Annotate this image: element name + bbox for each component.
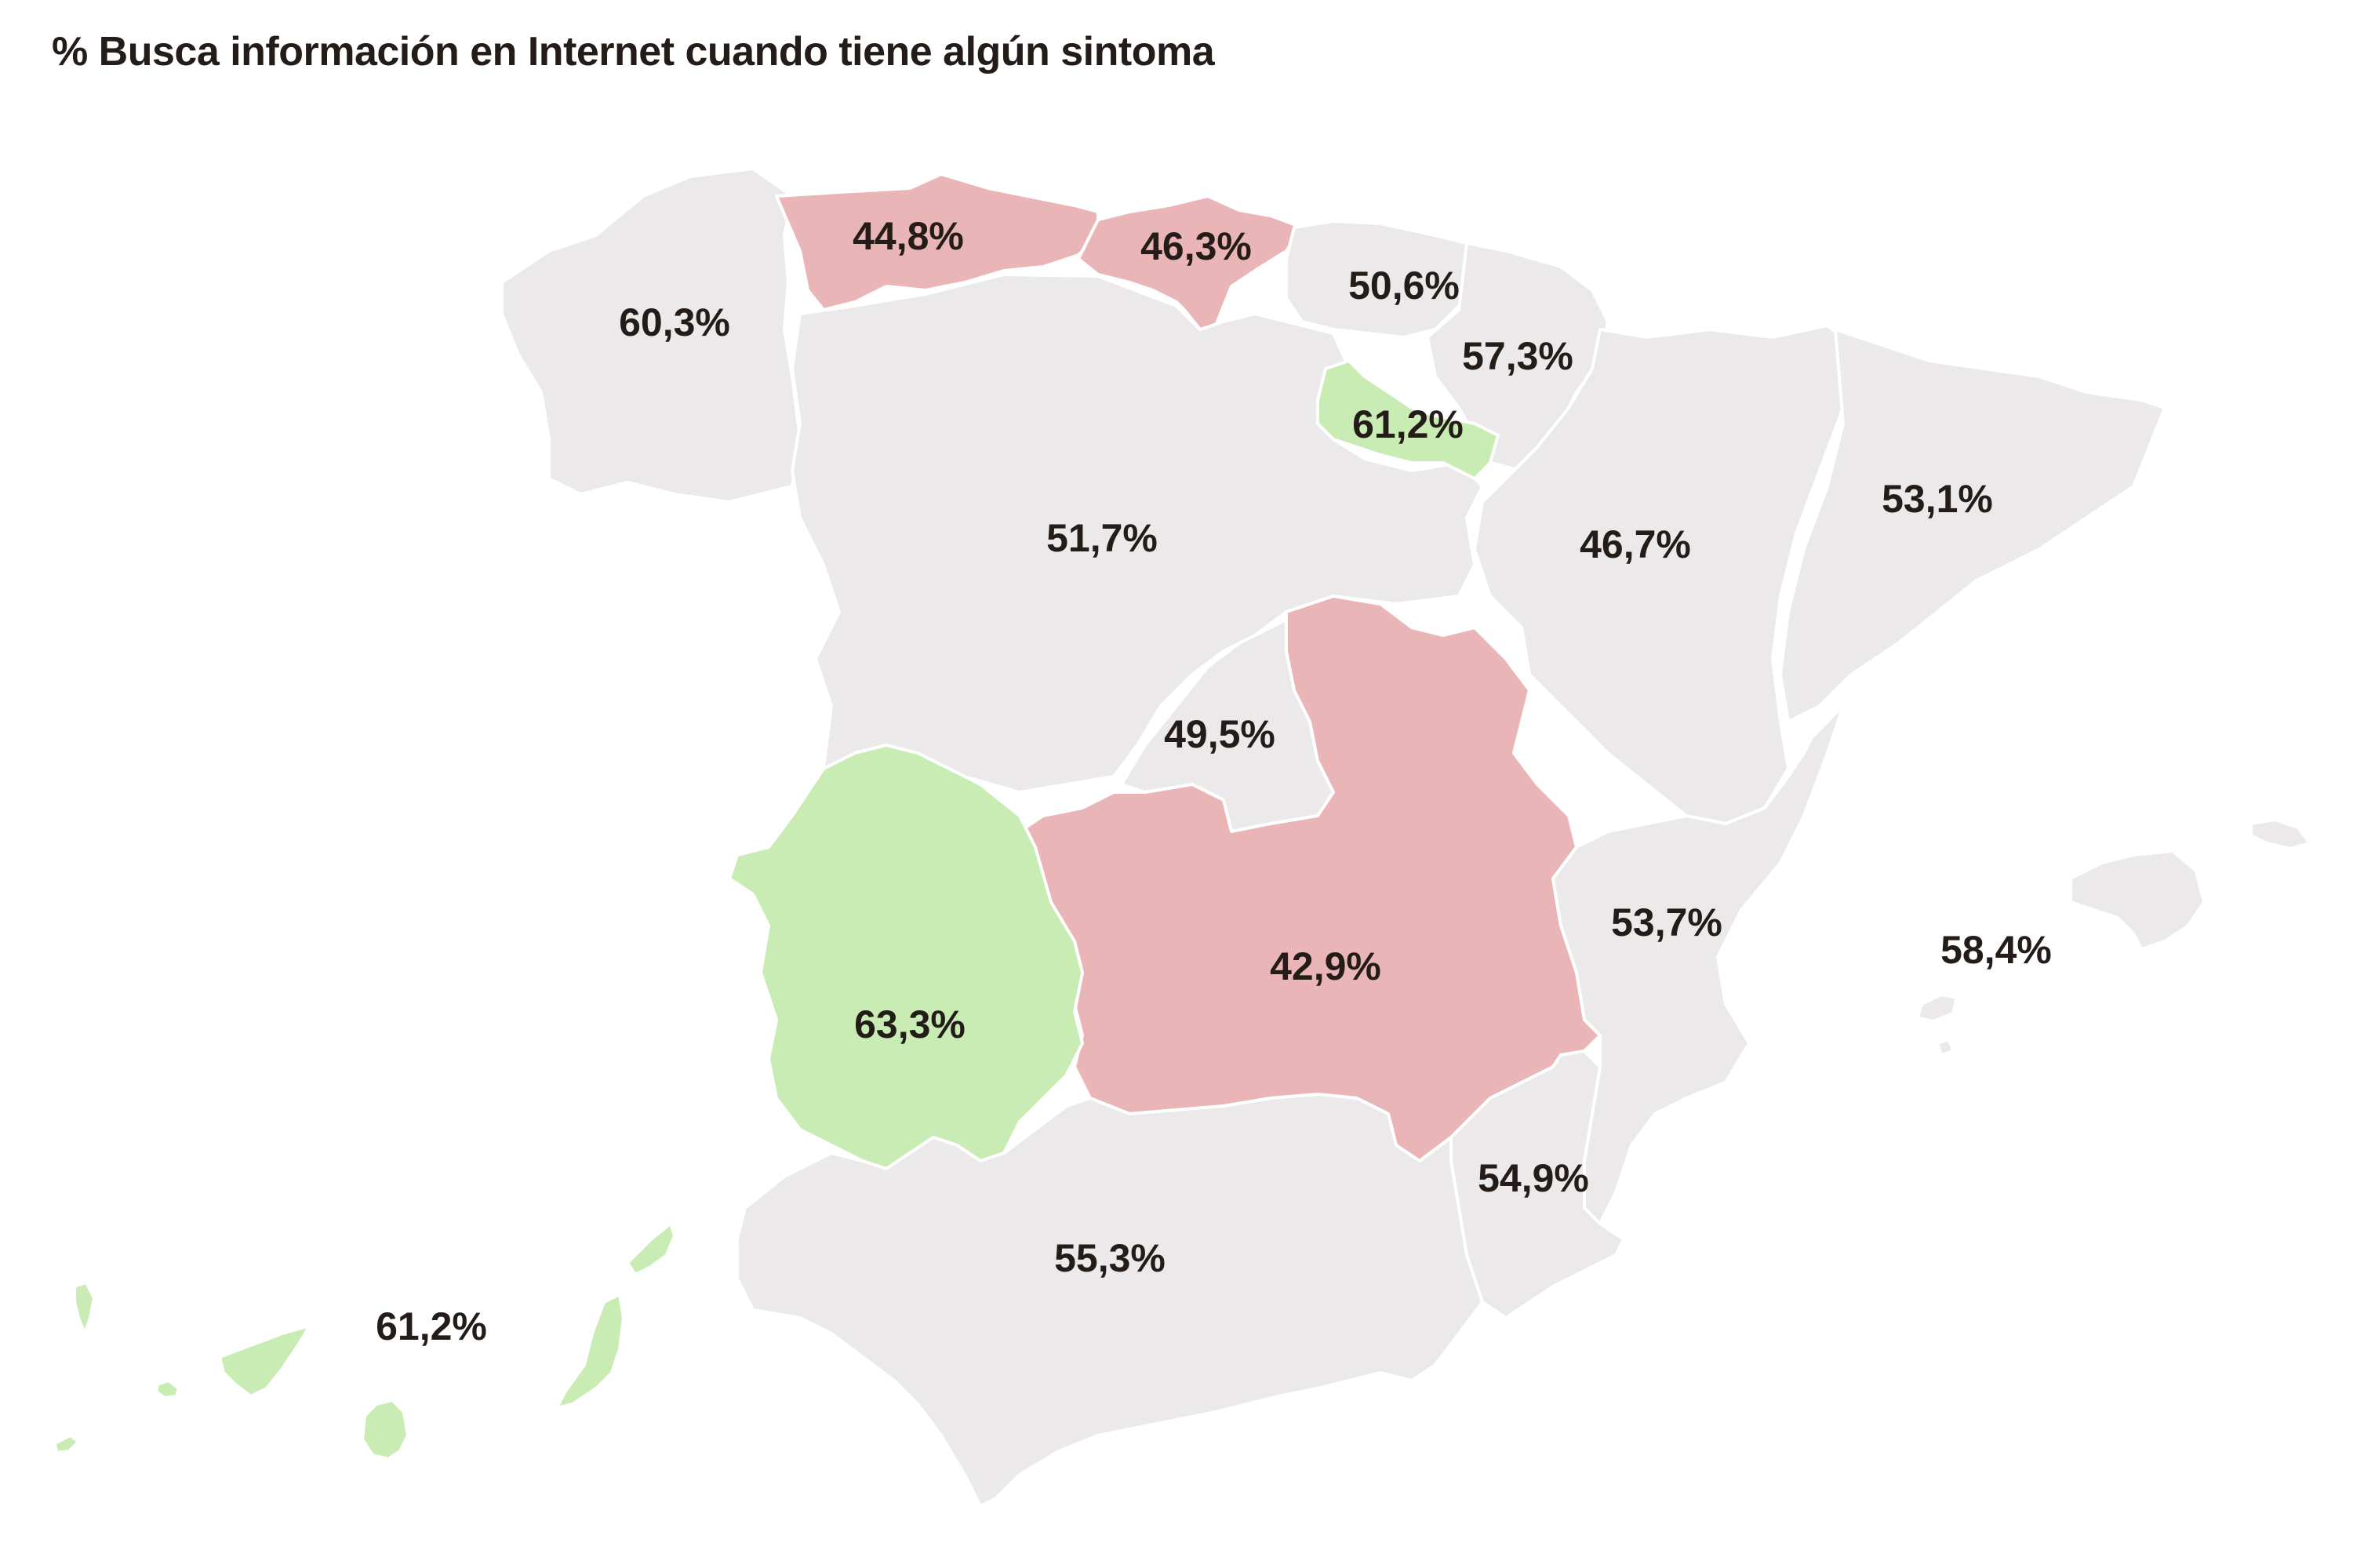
label-cantabria: 46,3% — [1140, 224, 1252, 268]
label-pais-vasco: 50,6% — [1348, 264, 1460, 307]
map-title: % Busca información en Internet cuando t… — [52, 29, 1215, 75]
label-galicia: 60,3% — [619, 300, 730, 344]
label-murcia: 54,9% — [1478, 1156, 1589, 1200]
label-aragon: 46,7% — [1580, 522, 1691, 566]
label-asturias: 44,8% — [853, 214, 964, 258]
label-extremadura: 63,3% — [854, 1002, 966, 1046]
region-canarias-el-hierro[interactable] — [53, 1434, 80, 1454]
region-canarias-la-gomera[interactable] — [155, 1379, 180, 1399]
region-canarias-lanzarote[interactable] — [626, 1222, 676, 1276]
region-baleares-menorca[interactable] — [2249, 818, 2311, 850]
region-comunidad-valenciana[interactable] — [1551, 704, 1845, 1225]
label-baleares: 58,4% — [1940, 928, 2052, 972]
label-canarias: 61,2% — [376, 1304, 487, 1348]
region-cataluna[interactable] — [1779, 328, 2166, 723]
region-canarias-gran-canaria[interactable] — [361, 1399, 409, 1461]
region-baleares-formentera[interactable] — [1936, 1038, 1955, 1057]
region-extremadura[interactable] — [728, 744, 1084, 1170]
region-canarias-la-palma[interactable] — [73, 1281, 96, 1335]
region-la-rioja[interactable] — [1316, 359, 1500, 480]
label-navarra: 57,3% — [1462, 334, 1573, 378]
label-madrid: 49,5% — [1164, 712, 1275, 756]
region-cantabria[interactable] — [1077, 195, 1304, 331]
region-andalucia[interactable] — [736, 1093, 1484, 1508]
label-andalucia: 55,3% — [1054, 1236, 1166, 1280]
region-baleares-mallorca[interactable] — [2069, 849, 2206, 951]
region-canarias-fuerteventura[interactable] — [555, 1293, 625, 1410]
label-castilla-la-mancha: 42,9% — [1270, 944, 1381, 988]
label-castilla-y-leon: 51,7% — [1046, 516, 1158, 560]
region-canarias-tenerife[interactable] — [218, 1324, 311, 1398]
label-comunidad-valenciana: 53,7% — [1611, 900, 1722, 944]
label-la-rioja: 61,2% — [1352, 402, 1464, 446]
region-baleares-ibiza[interactable] — [1916, 993, 1958, 1023]
label-cataluna: 53,1% — [1882, 477, 1993, 521]
